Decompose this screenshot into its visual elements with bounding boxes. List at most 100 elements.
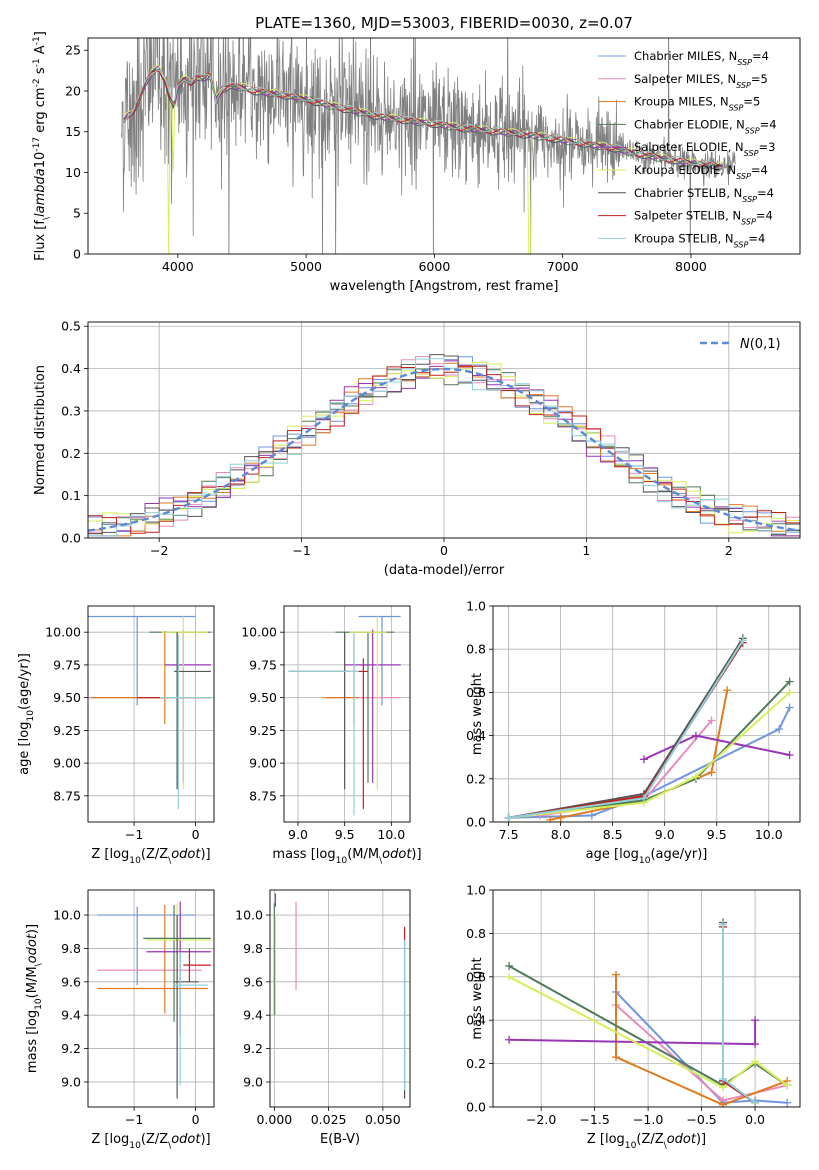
residual-histogram xyxy=(88,365,800,534)
y-tick-label: 9.00 xyxy=(249,756,277,771)
y-tick-label: 9.6 xyxy=(61,974,81,989)
y-tick-label: 0.1 xyxy=(61,488,81,503)
y-tick-label: 20 xyxy=(65,83,81,98)
y-tick-label: 0.3 xyxy=(61,403,81,418)
grid xyxy=(88,606,214,822)
figure-title: PLATE=1360, MJD=53003, FIBERID=0030, z=0… xyxy=(255,14,633,32)
ticks: 9.0 9.5 10.0 8.75 9.00 9.25 9.50 9.75 10.00 xyxy=(241,625,405,842)
y-tick-label: 0.8 xyxy=(466,926,486,941)
weight-line xyxy=(508,642,744,819)
x-tick-label: −1.5 xyxy=(579,1112,609,1127)
grid xyxy=(88,890,214,1107)
model-fit-line xyxy=(123,69,724,169)
x-tick-label: −0.5 xyxy=(686,1112,716,1127)
panel-residuals: −2 −1 0 1 2 0.0 0.1 0.2 0.3 0.4 0.5 (data-model)/er… xyxy=(33,319,801,578)
panel-mass_weight_vs_Z: −2.0 −1.5 −1.0 −0.5 0.0 0.0 0.2 0.4 0.6 0.8 1.0 Z [… xyxy=(466,883,801,1151)
panel-mass_weight_vs_age: 7.5 8.0 8.5 9.0 9.5 10.0 0.0 0.2 0.4 0.6 0.8 1.0 age… xyxy=(466,599,801,866)
weight-line xyxy=(722,926,756,1104)
legend-entry: Chabrier MILES, NSSP=4 xyxy=(634,49,769,67)
y-tick-label: 10.0 xyxy=(235,908,263,923)
y-tick-label: 9.75 xyxy=(53,657,81,672)
plot-area xyxy=(88,322,800,538)
legend-entry: Salpeter ELODIE, NSSP=3 xyxy=(634,140,775,158)
y-tick-label: 0.4 xyxy=(61,361,81,376)
y-tick-label: 0.0 xyxy=(466,815,486,830)
weight-line xyxy=(508,691,791,819)
y-tick-label: 9.4 xyxy=(61,1008,81,1023)
x-tick-label: 0 xyxy=(440,543,448,558)
x-tick-label: 6000 xyxy=(418,259,450,274)
x-tick-label: −1 xyxy=(292,543,310,558)
grid xyxy=(270,890,410,1107)
x-tick-label: 0.0 xyxy=(745,1112,765,1127)
legend-entry: Salpeter MILES, NSSP=5 xyxy=(634,72,768,90)
legend-entry: Salpeter STELIB, NSSP=4 xyxy=(634,209,773,227)
panel-mass_vs_EBV: 0.000 0.025 0.050 9.0 9.2 9.4 9.6 9.8 10.0 E(B-V) xyxy=(235,889,411,1147)
plot-area xyxy=(493,890,800,1107)
axes-frame xyxy=(87,37,801,255)
residual-legend: N(0,1) xyxy=(700,337,781,352)
x-tick-label: −2.0 xyxy=(526,1112,556,1127)
ticks: 4000 5000 6000 7000 8000 0 5 10 15 20 25 xyxy=(65,43,707,274)
x-tick-label: 9.5 xyxy=(707,827,727,842)
y-tick-label: 9.6 xyxy=(243,974,263,989)
x-tick-label: 5000 xyxy=(290,259,322,274)
plot-area xyxy=(493,606,800,822)
y-tick-label: 1.0 xyxy=(466,599,486,614)
x-axis-label: E(B-V) xyxy=(320,1132,360,1147)
gaussian-curve xyxy=(88,367,798,532)
y-tick-label: 0.0 xyxy=(466,1100,486,1115)
x-axis-label: wavelength [Angstrom, rest frame] xyxy=(330,279,559,294)
y-tick-label: 9.00 xyxy=(53,756,81,771)
plot-area xyxy=(88,890,214,1107)
y-tick-label: 0.8 xyxy=(466,642,486,657)
spectrum-legend: Chabrier MILES, NSSP=4 Salpeter MILES, NS… xyxy=(598,49,777,249)
y-tick-label: 1.0 xyxy=(466,883,486,898)
y-tick-label: 10.00 xyxy=(45,625,81,640)
legend-entry: Kroupa STELIB, NSSP=4 xyxy=(634,231,765,249)
weight-line xyxy=(508,680,791,819)
y-tick-label: 9.0 xyxy=(61,1074,81,1089)
x-axis-label: (data-model)/error xyxy=(384,563,505,578)
y-tick-label: 0.2 xyxy=(61,446,81,461)
y-tick-label: 0 xyxy=(73,247,81,262)
x-tick-label: 2 xyxy=(725,543,733,558)
residual-histogram xyxy=(88,364,800,535)
y-tick-label: 10.00 xyxy=(241,625,277,640)
y-tick-label: 15 xyxy=(65,124,81,139)
x-axis-label: mass [log10(M/M\odot)] xyxy=(272,847,421,866)
error-bars xyxy=(88,615,213,809)
y-tick-label: 8.75 xyxy=(53,788,81,803)
weight-line xyxy=(615,974,788,1106)
x-tick-label: 0 xyxy=(192,827,200,842)
axes-frame xyxy=(87,321,801,539)
x-tick-label: 7.5 xyxy=(499,827,519,842)
weight-line xyxy=(508,637,744,819)
error-bars xyxy=(273,893,406,1099)
x-axis-label: Z [log10(Z/Z\odot)] xyxy=(91,1132,210,1151)
legend-entry: Chabrier ELODIE, NSSP=4 xyxy=(634,117,777,135)
y-tick-label: 0.6 xyxy=(466,685,486,700)
y-tick-label: 5 xyxy=(73,206,81,221)
y-axis-label: mass weight xyxy=(470,957,485,1039)
x-tick-label: 10.0 xyxy=(377,827,405,842)
x-tick-label: 0.050 xyxy=(365,1112,401,1127)
plot-area xyxy=(121,38,736,254)
y-tick-label: 9.75 xyxy=(249,657,277,672)
x-tick-label: 0.025 xyxy=(311,1112,347,1127)
y-tick-label: 0.2 xyxy=(466,771,486,786)
axes-frame xyxy=(269,889,411,1108)
legend-entry: Kroupa MILES, NSSP=5 xyxy=(634,95,760,113)
y-tick-label: 0.2 xyxy=(466,1056,486,1071)
axes-frame xyxy=(87,889,215,1108)
error-bars xyxy=(288,615,401,816)
y-tick-label: 25 xyxy=(65,43,81,58)
weight-lines xyxy=(505,918,792,1107)
ticks: 7.5 8.0 8.5 9.0 9.5 10.0 0.0 0.2 0.4 0.6 0.8 1.0 xyxy=(466,599,783,843)
y-tick-label: 9.25 xyxy=(249,723,277,738)
ticks: −2.0 −1.5 −1.0 −0.5 0.0 0.0 0.2 0.4 0.6 0.8 1.0 xyxy=(466,883,765,1128)
x-tick-label: −2 xyxy=(150,543,168,558)
panel-age_vs_Z: −1 0 8.75 9.00 9.25 9.50 9.75 10.00 Z [log10(Z/Z… xyxy=(17,605,215,866)
y-tick-label: 0.0 xyxy=(61,531,81,546)
panel-spectrum: 4000 5000 6000 7000 8000 0 5 10 15 20 25 wavelength… xyxy=(32,31,801,294)
